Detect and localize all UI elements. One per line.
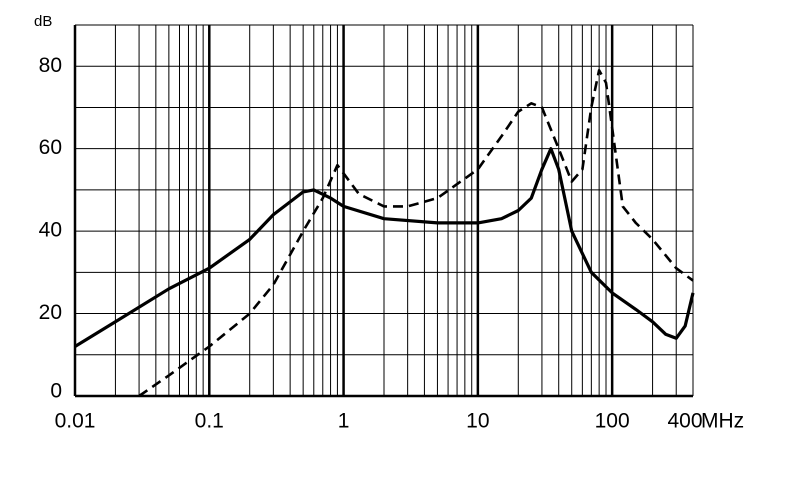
series-line — [74, 147, 695, 348]
y-tick-label: 80 — [39, 54, 62, 77]
y-tick-label: 20 — [39, 301, 62, 324]
series-line — [138, 69, 694, 398]
x-tick-label: 100 — [595, 410, 630, 433]
x-tick-label: 0.01 — [55, 410, 96, 433]
x-tick-label: 400 — [667, 410, 702, 433]
x-tick-label: 0.1 — [195, 410, 224, 433]
y-tick-label: 60 — [39, 136, 62, 159]
x-tick-label: 1 — [338, 410, 350, 433]
x-tick-label: 10 — [466, 410, 489, 433]
y-tick-label: 0 — [50, 380, 62, 403]
y-tick-label: 40 — [39, 219, 62, 242]
y-axis-label: dB — [34, 13, 52, 30]
x-axis-label: MHz — [701, 410, 744, 433]
